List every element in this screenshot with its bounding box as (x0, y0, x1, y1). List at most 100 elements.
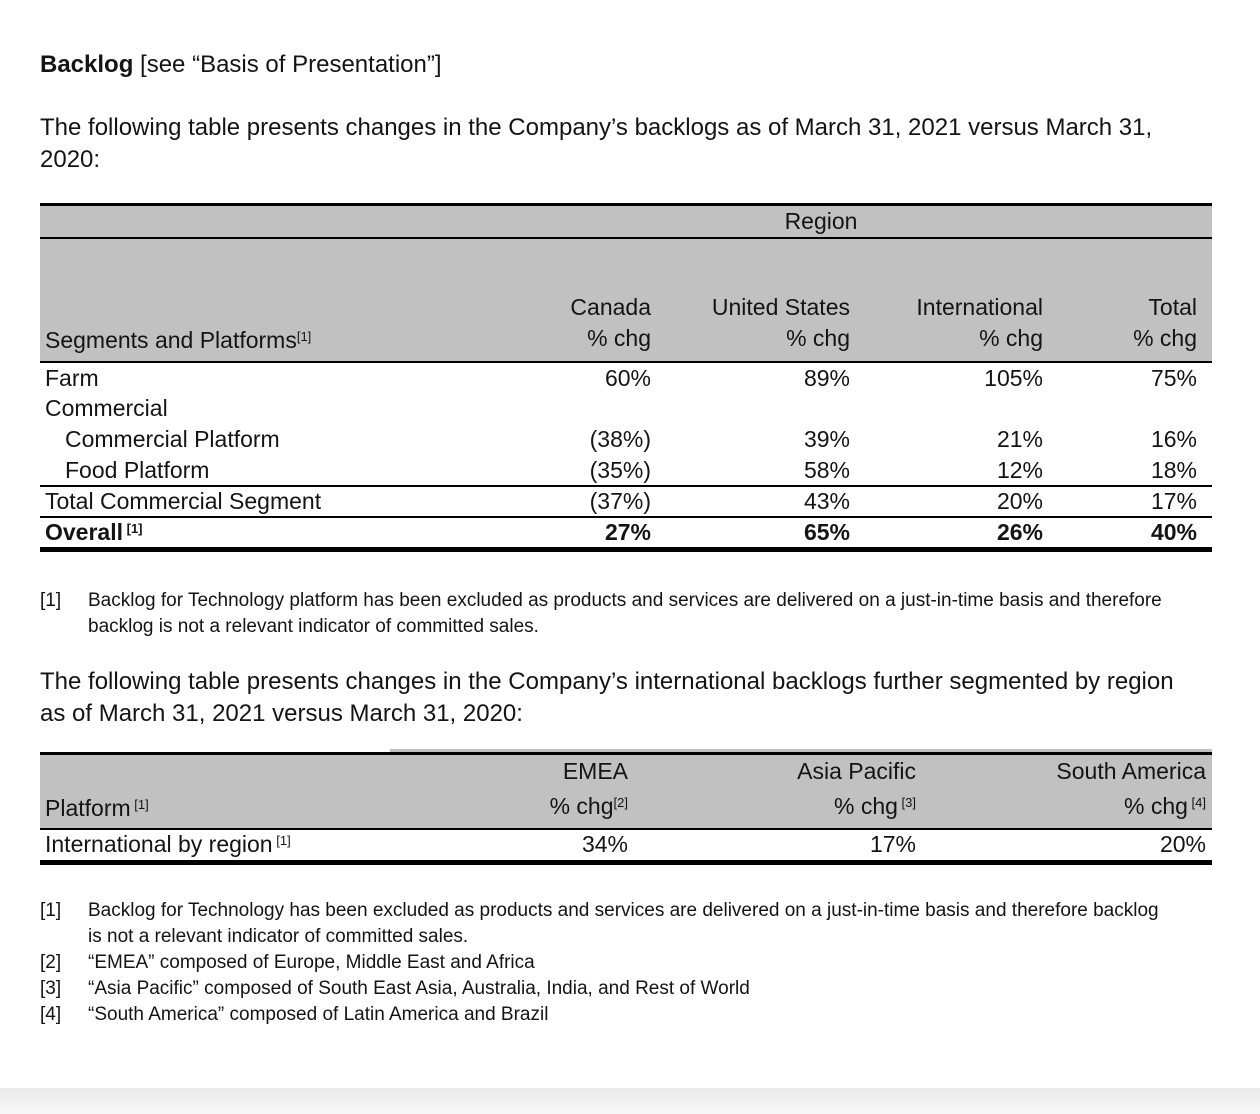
cell-value: 12% (996, 456, 1043, 483)
cell-value: 40% (1069, 516, 1213, 552)
cell-value: 89% (803, 364, 850, 391)
title-lead: Backlog (40, 51, 134, 78)
column-header-line: % chg (786, 325, 850, 351)
region-band-row: Region (40, 203, 1213, 239)
footnote-item: [1] Backlog for Technology platform has … (40, 588, 1212, 640)
row-label: Total Commercial Segment (40, 485, 430, 517)
cell-value: 34% (390, 828, 650, 865)
column-header-line: % chg (587, 325, 651, 351)
intro-paragraph-first-table: The following table presents changes in … (40, 112, 1212, 176)
intro-paragraph-second-table: The following table presents changes in … (40, 666, 1212, 730)
row-header-label: Platform (45, 794, 131, 821)
table-top-strip-row (40, 749, 1212, 755)
cell-value: 17% (650, 828, 933, 865)
row-header-label: Segments and Platforms (45, 327, 297, 353)
table-row-food-platform: Food Platform (35%) 58% 12% 18% (40, 455, 1212, 486)
row-label-text: International by region (45, 831, 273, 858)
footnote-marker: [2] (40, 952, 62, 973)
cell-value: (35%) (589, 456, 651, 483)
column-header-line: % chg [4] (934, 787, 1206, 822)
cell-value: 18% (1150, 456, 1198, 483)
backlog-by-region-table: Region Segments and Platforms[1] Canada … (40, 203, 1213, 552)
footnote-marker: [3] (40, 978, 62, 999)
column-header-text: % chg (1123, 792, 1188, 819)
row-label: Food Platform (65, 456, 210, 483)
cell-value: 105% (984, 364, 1043, 391)
column-header-line: EMEA (562, 757, 628, 784)
row-label: Commercial (45, 395, 168, 421)
cell-value: (38%) (589, 426, 651, 452)
footnote-text: “Asia Pacific” composed of South East As… (88, 978, 750, 999)
document-content: Backlog [see “Basis of Presentation”] Th… (40, 49, 1213, 1028)
column-header-text: % chg (549, 792, 614, 819)
region-band-spacer (40, 203, 430, 239)
cell-value (430, 393, 673, 424)
cell-value: 26% (875, 516, 1069, 552)
cell-value (1069, 393, 1212, 424)
column-header-line: % chg (979, 325, 1043, 351)
cell-value: 27% (430, 516, 673, 552)
footnote-item: [4] “South America” composed of Latin Am… (40, 1002, 1212, 1028)
paragraph-line: The following table presents changes in … (40, 668, 1174, 695)
region-band-label: Region (430, 203, 1213, 239)
international-backlog-table: Platform [1] EMEA % chg[2] Asia Pacific … (40, 749, 1212, 865)
document-page: Backlog [see “Basis of Presentation”] Th… (0, 49, 1260, 1114)
footnote-ref-1: [1] (296, 329, 312, 344)
cell-value: 58% (803, 456, 850, 483)
cell-value: 39% (803, 426, 850, 452)
footnote-marker: [1] (40, 900, 62, 921)
footnote-text: Backlog for Technology has been excluded… (88, 898, 1212, 950)
cell-value: 75% (1150, 364, 1198, 391)
paragraph-line: as of March 31, 2021 versus March 31, 20… (40, 700, 523, 727)
cell-value: 21% (996, 426, 1043, 452)
row-header-cell: Platform [1] (40, 753, 390, 830)
column-header-asia-pacific: Asia Pacific % chg [3] (650, 753, 933, 830)
footnote-marker: [4] (40, 1004, 62, 1025)
column-header-row: Segments and Platforms[1] Canada % chg U… (40, 238, 1213, 363)
page-bottom-strip (0, 1088, 1260, 1114)
column-header-south-america: South America % chg [4] (933, 753, 1212, 830)
table1-footnote: [1] Backlog for Technology platform has … (40, 588, 1212, 640)
column-header-text: % chg (833, 792, 898, 819)
footnote-ref-1: [1] (130, 796, 149, 812)
footnote-ref-4: [4] (1187, 794, 1206, 810)
title-rest: [see “Basis of Presentation”] (133, 51, 442, 78)
strip-cell (650, 749, 933, 755)
footnote-text: “South America” composed of Latin Americ… (88, 1004, 549, 1025)
table-row-commercial-platform: Commercial Platform (38%) 39% 21% 16% (40, 424, 1212, 455)
column-header-line: United States (711, 294, 850, 320)
cell-value: 20% (933, 828, 1212, 865)
footnote-item: [1] Backlog for Technology has been excl… (40, 898, 1212, 950)
column-header-line: % chg (1133, 325, 1198, 351)
cell-value: 16% (1150, 426, 1198, 452)
strip-cell (40, 749, 390, 755)
row-label-text: Overall (45, 519, 123, 545)
cell-value: 60% (604, 364, 651, 391)
cell-value: 43% (673, 485, 875, 517)
table-row-total-commercial-segment: Total Commercial Segment (37%) 43% 20% 1… (40, 485, 1213, 517)
column-header-row: Platform [1] EMEA % chg[2] Asia Pacific … (40, 753, 1212, 830)
footnote-line: Backlog for Technology platform has been… (88, 590, 1162, 611)
cell-value (673, 393, 875, 424)
row-label: Farm (45, 364, 99, 391)
footnote-ref-3: [3] (897, 794, 916, 810)
cell-value: (37%) (430, 485, 673, 517)
row-label: Overall [1] (40, 516, 430, 552)
footnote-ref-1: [1] (123, 521, 143, 536)
footnotes-list: [1] Backlog for Technology has been excl… (40, 898, 1212, 1028)
row-header-cell: Segments and Platforms[1] (40, 238, 430, 363)
footnote-item: [2] “EMEA” composed of Europe, Middle Ea… (40, 950, 1212, 976)
paragraph-line: The following table presents changes in … (40, 114, 1153, 141)
cell-value (875, 393, 1069, 424)
cell-value: 20% (875, 485, 1069, 517)
footnote-text: “EMEA” composed of Europe, Middle East a… (88, 952, 535, 973)
column-header-emea: EMEA % chg[2] (390, 753, 650, 830)
column-header-canada: Canada % chg (430, 238, 673, 363)
row-label: International by region [1] (40, 828, 390, 865)
strip-cell (390, 749, 650, 755)
column-header-line: Total (1148, 294, 1198, 320)
strip-cell (933, 749, 1212, 755)
table-row-international-by-region: International by region [1] 34% 17% 20% (40, 828, 1212, 865)
column-header-total: Total % chg (1069, 238, 1213, 363)
footnote-line: is not a relevant indicator of committed… (88, 926, 469, 947)
